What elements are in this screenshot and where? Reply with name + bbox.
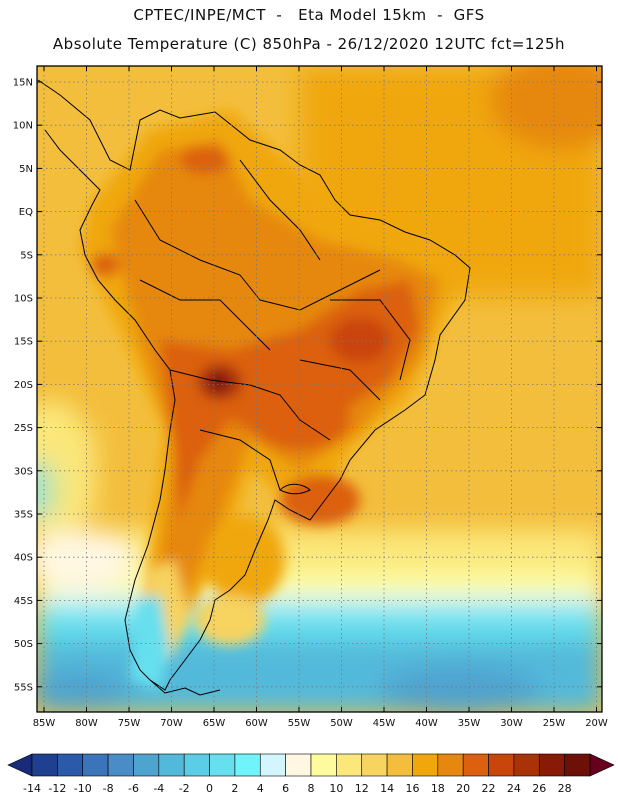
colorbar-swatch	[488, 753, 515, 777]
map-frame	[36, 65, 603, 713]
lat-label: EQ	[19, 207, 33, 218]
colorbar-label: 6	[282, 782, 289, 795]
chart-title-line2: Absolute Temperature (C) 850hPa - 26/12/…	[52, 35, 566, 53]
colorbar-under-arrow	[7, 753, 33, 777]
colorbar-label: 16	[405, 782, 419, 795]
colorbar-swatch	[513, 753, 540, 777]
temperature-field	[37, 66, 602, 712]
lat-label: 5S	[20, 250, 33, 261]
lat-label: 20S	[14, 380, 33, 391]
lon-label: 60W	[245, 718, 268, 729]
colorbar-label: 0	[206, 782, 213, 795]
colorbar-swatch	[107, 753, 134, 777]
lat-label: 10N	[13, 121, 33, 132]
colorbar-swatch	[538, 753, 565, 777]
lat-label: 40S	[14, 553, 33, 564]
lon-label: 85W	[33, 718, 56, 729]
colorbar-label: 8	[308, 782, 315, 795]
colorbar-swatch	[412, 753, 439, 777]
lon-label: 55W	[288, 718, 311, 729]
colorbar-label: 2	[231, 782, 238, 795]
colorbar-swatch	[386, 753, 413, 777]
colorbar-label: 18	[431, 782, 445, 795]
colorbar-swatch	[437, 753, 464, 777]
colorbar-label: 10	[329, 782, 343, 795]
colorbar-label: -6	[128, 782, 139, 795]
colorbar-label: -12	[48, 782, 66, 795]
lon-label: 20W	[585, 718, 608, 729]
colorbar-swatch	[336, 753, 363, 777]
colorbar-swatch	[133, 753, 160, 777]
colorbar-over-arrow	[589, 753, 615, 777]
lat-label: 45S	[14, 596, 33, 607]
colorbar-label: -14	[23, 782, 41, 795]
colorbar-swatch	[361, 753, 388, 777]
colorbar-label: 4	[257, 782, 264, 795]
lat-label: 50S	[14, 639, 33, 650]
lon-label: 35W	[458, 718, 481, 729]
colorbar-swatch	[462, 753, 489, 777]
colorbar-label: 26	[532, 782, 546, 795]
lon-label: 50W	[330, 718, 353, 729]
lat-label: 25S	[14, 423, 33, 434]
lat-label: 15N	[13, 78, 33, 89]
colorbar-swatch	[31, 753, 58, 777]
lat-label: 30S	[14, 466, 33, 477]
colorbar-swatch	[209, 753, 236, 777]
lon-label: 75W	[118, 718, 141, 729]
colorbar-swatch	[158, 753, 185, 777]
lon-label: 70W	[160, 718, 183, 729]
colorbar-swatch	[259, 753, 286, 777]
lon-label: 30W	[500, 718, 523, 729]
lat-label: 55S	[14, 682, 33, 693]
lat-label: 15S	[14, 337, 33, 348]
colorbar-swatch	[57, 753, 84, 777]
lon-label: 40W	[415, 718, 438, 729]
colorbar-label: 12	[355, 782, 369, 795]
colorbar-label: -2	[179, 782, 190, 795]
colorbar-label: -8	[103, 782, 114, 795]
colorbar-label: -10	[74, 782, 92, 795]
colorbar-swatch	[285, 753, 312, 777]
colorbar-swatch	[234, 753, 261, 777]
colorbar-label: 24	[507, 782, 521, 795]
colorbar: -14 -12 -10 -8 -6 -4 -2 0 2 4 6 8 10 12 14 16 18 20 22 24 26…	[7, 753, 615, 795]
colorbar-label: -4	[153, 782, 164, 795]
colorbar-label: 22	[482, 782, 496, 795]
lon-label: 45W	[373, 718, 396, 729]
colorbar-swatch	[310, 753, 337, 777]
lat-label: 5N	[19, 164, 33, 175]
lon-label: 25W	[543, 718, 566, 729]
chart-title-line1: CPTEC/INPE/MCT - Eta Model 15km - GFS	[133, 6, 485, 24]
colorbar-label: 14	[380, 782, 394, 795]
lat-label: 10S	[14, 294, 33, 305]
colorbar-label: 20	[456, 782, 470, 795]
lat-label: 35S	[14, 510, 33, 521]
colorbar-swatch	[564, 753, 591, 777]
lon-label: 80W	[75, 718, 98, 729]
colorbar-swatch	[183, 753, 210, 777]
colorbar-swatch	[82, 753, 109, 777]
lon-label: 65W	[203, 718, 226, 729]
colorbar-label: 28	[558, 782, 572, 795]
